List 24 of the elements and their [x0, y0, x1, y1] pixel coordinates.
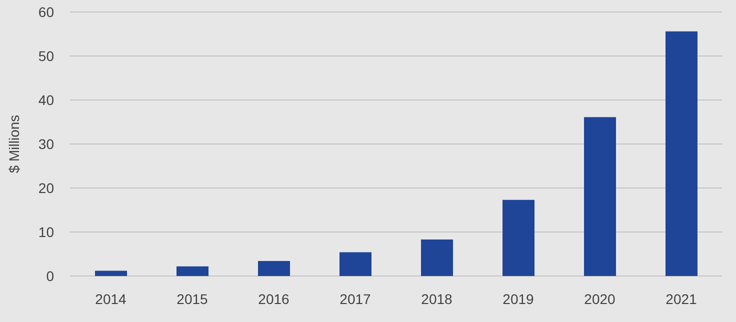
bar — [176, 266, 208, 276]
y-tick-label: 40 — [38, 92, 54, 108]
y-tick-label: 10 — [38, 224, 54, 240]
y-axis-title: $ Millions — [6, 114, 22, 174]
x-tick-label: 2016 — [258, 290, 290, 307]
bar — [584, 117, 616, 276]
x-tick-label: 2021 — [666, 290, 698, 307]
x-tick-label: 2014 — [95, 290, 127, 307]
bar — [258, 261, 290, 276]
x-tick-label: 2017 — [340, 290, 372, 307]
bar — [502, 200, 534, 276]
bar — [340, 252, 372, 276]
x-tick-label: 2015 — [176, 290, 208, 307]
x-tick-label: 2019 — [502, 290, 534, 307]
y-tick-label: 60 — [38, 4, 54, 20]
x-tick-label: 2020 — [584, 290, 616, 307]
bar — [95, 270, 127, 276]
y-tick-label: 30 — [38, 136, 54, 152]
x-tick-label: 2018 — [421, 290, 453, 307]
bar — [421, 239, 453, 276]
y-tick-label: 20 — [38, 180, 54, 196]
bar — [666, 31, 698, 276]
y-tick-label: 0 — [46, 268, 54, 284]
y-tick-label: 50 — [38, 48, 54, 64]
